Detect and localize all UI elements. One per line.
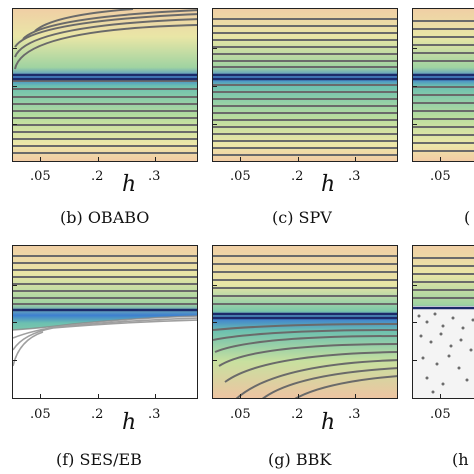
y-tick [412, 360, 417, 361]
x-tick [98, 394, 99, 399]
caption-bbk: (g) BBK [268, 450, 332, 469]
spv-contour-plot [213, 9, 397, 161]
x-tick [298, 157, 299, 162]
y-tick [212, 48, 217, 49]
ses-eb-contour-plot [13, 246, 197, 398]
y-tick [12, 48, 17, 49]
panel-bbk [212, 245, 398, 399]
x-tick-label: .2 [91, 169, 104, 184]
panel-d-partial [412, 8, 474, 162]
obabo-contour-plot [13, 9, 197, 161]
y-tick [412, 48, 417, 49]
x-tick [155, 157, 156, 162]
panel-h-partial [412, 245, 474, 399]
caption-spv: (c) SPV [272, 208, 332, 227]
caption-obabo: (b) OBABO [60, 208, 150, 227]
x-tick-label: .05 [230, 169, 251, 184]
x-tick-label: .05 [30, 407, 51, 422]
x-tick-label: .2 [91, 407, 104, 422]
y-tick [212, 285, 217, 286]
y-tick [12, 322, 17, 323]
caption-partial: ( [464, 208, 471, 227]
x-axis-label: h [321, 172, 336, 197]
panel-spv [212, 8, 398, 162]
y-tick [12, 285, 17, 286]
y-tick [12, 86, 17, 87]
x-tick-label: .3 [348, 169, 361, 184]
x-tick-label: .05 [430, 169, 451, 184]
panel-ses-eb [12, 245, 198, 399]
x-tick-label: .2 [291, 407, 304, 422]
x-tick [440, 157, 441, 162]
x-tick-label: .3 [148, 407, 161, 422]
x-tick-label: .05 [30, 169, 51, 184]
x-tick [240, 394, 241, 399]
x-tick-label: .05 [230, 407, 251, 422]
x-tick [240, 157, 241, 162]
y-tick [412, 86, 417, 87]
x-tick-label: .2 [291, 169, 304, 184]
y-tick [412, 124, 417, 125]
x-tick [440, 394, 441, 399]
y-tick [12, 360, 17, 361]
x-tick [298, 394, 299, 399]
y-tick [12, 124, 17, 125]
x-axis-label: h [321, 410, 336, 435]
x-tick [40, 157, 41, 162]
x-tick-label: .3 [348, 407, 361, 422]
bbk-contour-plot [213, 246, 397, 398]
y-tick [412, 285, 417, 286]
y-tick [212, 124, 217, 125]
x-axis-label: h [122, 410, 137, 435]
caption-h-partial: (h [452, 450, 469, 469]
x-tick [40, 394, 41, 399]
x-tick-label: .3 [148, 169, 161, 184]
y-tick [212, 360, 217, 361]
panel-obabo [12, 8, 198, 162]
y-tick [212, 322, 217, 323]
x-tick [355, 394, 356, 399]
x-tick [355, 157, 356, 162]
x-tick [98, 157, 99, 162]
x-tick [155, 394, 156, 399]
x-tick-label: .05 [430, 407, 451, 422]
d-contour-plot [413, 9, 474, 161]
y-tick [212, 86, 217, 87]
caption-ses-eb: (f) SES/EB [56, 450, 142, 469]
x-axis-label: h [122, 172, 137, 197]
h-contour-plot [413, 246, 474, 398]
y-tick [412, 322, 417, 323]
